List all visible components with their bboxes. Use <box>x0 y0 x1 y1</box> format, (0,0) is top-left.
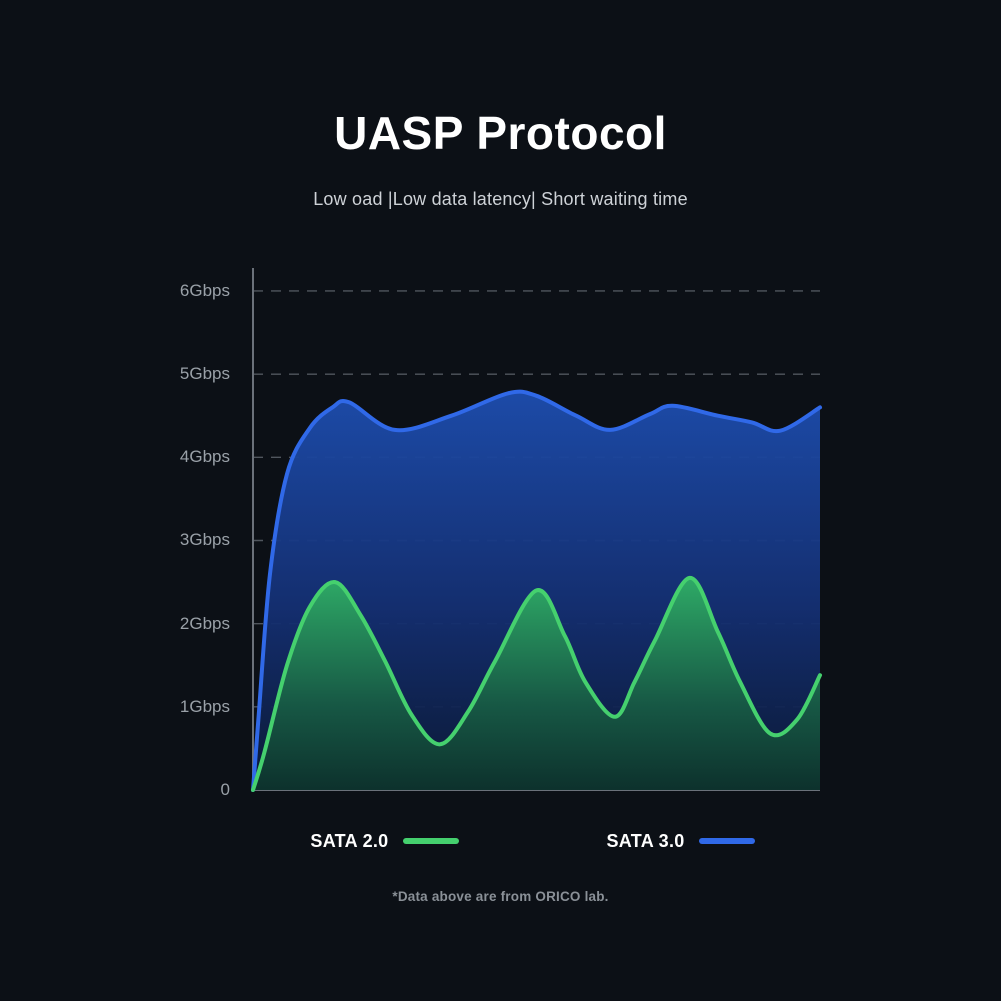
sata-3-0-color-swatch <box>698 838 755 844</box>
footnote: *Data above are from ORICO lab. <box>392 889 609 904</box>
ytick-1gbps: 1Gbps <box>179 697 230 716</box>
ytick-2gbps: 2Gbps <box>179 614 230 633</box>
page-subtitle: Low oad |Low data latency| Short waiting… <box>313 189 688 209</box>
ytick-5gbps: 5Gbps <box>179 364 230 383</box>
legend-label-sata-2-0: SATA 2.0 <box>310 830 389 851</box>
ytick-6gbps: 6Gbps <box>179 281 230 300</box>
legend-item-sata-3-0: SATA 3.0 <box>607 831 755 852</box>
areas <box>251 389 822 792</box>
chart-svg <box>251 268 822 792</box>
ytick-0: 0 <box>220 780 230 799</box>
legend-item-sata-2-0: SATA 2.0 <box>310 830 459 852</box>
ytick-4gbps: 4Gbps <box>179 447 230 466</box>
page-title: UASP Protocol <box>334 107 667 159</box>
legend-label-sata-3-0: SATA 3.0 <box>606 830 685 851</box>
chart-legend: SATA 2.0 SATA 3.0 <box>32 826 1001 856</box>
sata-2-0-color-swatch <box>402 838 459 844</box>
ytick-3gbps: 3Gbps <box>179 530 230 549</box>
